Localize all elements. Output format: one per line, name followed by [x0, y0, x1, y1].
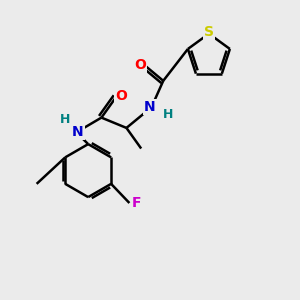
Text: H: H [163, 108, 173, 121]
Text: F: F [132, 196, 142, 210]
Text: H: H [59, 112, 70, 126]
Text: N: N [72, 125, 84, 139]
Text: S: S [204, 25, 214, 39]
Text: N: N [144, 100, 156, 114]
Text: O: O [116, 88, 128, 103]
Text: O: O [134, 58, 146, 72]
